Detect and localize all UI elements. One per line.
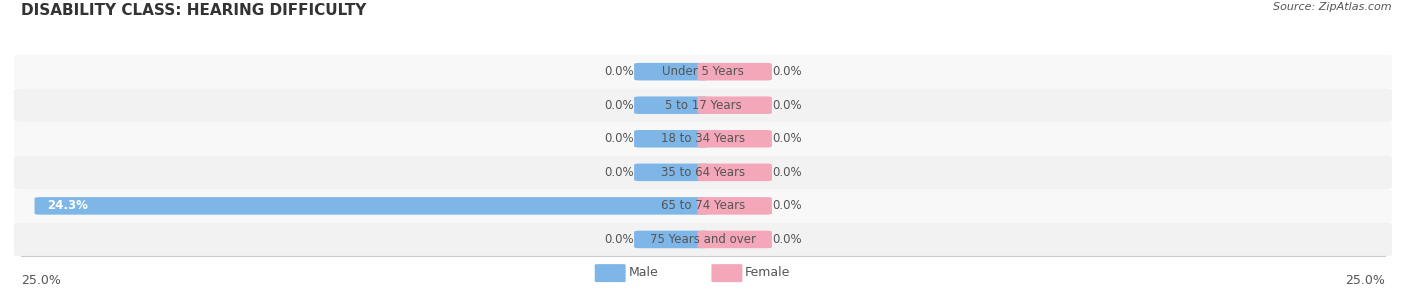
Text: 65 to 74 Years: 65 to 74 Years [661,199,745,212]
FancyBboxPatch shape [14,55,1392,88]
Text: DISABILITY CLASS: HEARING DIFFICULTY: DISABILITY CLASS: HEARING DIFFICULTY [21,3,367,18]
Text: 0.0%: 0.0% [772,132,801,145]
FancyBboxPatch shape [14,223,1392,256]
FancyBboxPatch shape [634,63,709,81]
FancyBboxPatch shape [697,130,772,148]
FancyBboxPatch shape [697,163,772,181]
FancyBboxPatch shape [697,96,772,114]
FancyBboxPatch shape [697,197,772,215]
Text: 5 to 17 Years: 5 to 17 Years [665,99,741,112]
Text: Female: Female [745,267,790,279]
FancyBboxPatch shape [595,264,626,282]
Text: 0.0%: 0.0% [772,199,801,212]
FancyBboxPatch shape [14,88,1392,122]
Text: 0.0%: 0.0% [772,65,801,78]
Text: Male: Male [628,267,658,279]
FancyBboxPatch shape [634,96,709,114]
Text: Source: ZipAtlas.com: Source: ZipAtlas.com [1274,2,1392,12]
Text: 0.0%: 0.0% [772,99,801,112]
Text: 18 to 34 Years: 18 to 34 Years [661,132,745,145]
Text: 35 to 64 Years: 35 to 64 Years [661,166,745,179]
Text: 0.0%: 0.0% [605,233,634,246]
FancyBboxPatch shape [14,122,1392,156]
Text: 24.3%: 24.3% [48,199,89,212]
FancyBboxPatch shape [14,189,1392,223]
Text: 0.0%: 0.0% [605,166,634,179]
FancyBboxPatch shape [711,264,742,282]
Text: 0.0%: 0.0% [772,233,801,246]
FancyBboxPatch shape [35,197,709,215]
FancyBboxPatch shape [697,231,772,248]
Text: 25.0%: 25.0% [1346,274,1385,288]
FancyBboxPatch shape [697,63,772,81]
FancyBboxPatch shape [634,130,709,148]
FancyBboxPatch shape [634,231,709,248]
FancyBboxPatch shape [14,156,1392,189]
FancyBboxPatch shape [634,163,709,181]
Text: 25.0%: 25.0% [21,274,60,288]
Text: 0.0%: 0.0% [605,65,634,78]
Text: Under 5 Years: Under 5 Years [662,65,744,78]
Text: 75 Years and over: 75 Years and over [650,233,756,246]
Text: 0.0%: 0.0% [605,132,634,145]
Text: 0.0%: 0.0% [772,166,801,179]
Text: 0.0%: 0.0% [605,99,634,112]
